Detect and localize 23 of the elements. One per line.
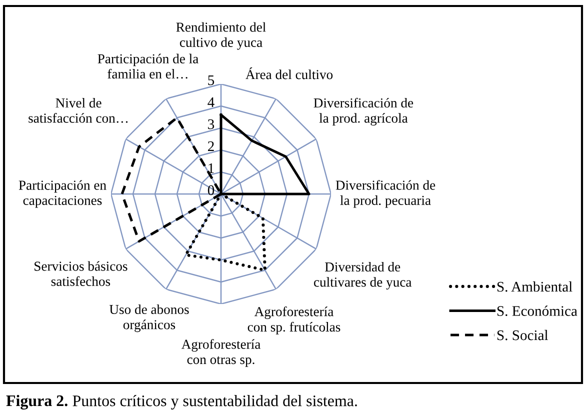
y-tick-label: 2 <box>208 141 214 152</box>
spoke-label: Participación en capacitaciones <box>18 180 106 208</box>
spoke-label: Rendimiento del cultivo de yuca <box>176 22 266 50</box>
spoke-label: Diversidad de cultivares de yuca <box>314 262 412 290</box>
legend-label: S. Económica <box>497 306 578 316</box>
text: Puntos críticos y sustentabilidad del sistema. <box>72 394 357 410</box>
spoke-label: Diversificación de la prod. agrícola <box>314 98 414 126</box>
y-tick-label: 5 <box>208 75 214 86</box>
spoke-label: Servicios básicos satisfechos <box>34 261 128 286</box>
spoke-label: Uso de abonos orgánicos <box>109 304 189 332</box>
y-tick-label: 3 <box>208 119 214 130</box>
legend-label: S. Social <box>497 330 548 340</box>
y-tick-label: 0 <box>208 185 214 196</box>
spoke-label: Agroforestería con otras sp. <box>181 339 260 367</box>
spoke-label: Participación de la familia en el… <box>98 54 198 79</box>
y-tick-label: 1 <box>208 163 214 174</box>
legend-label: S. Ambiental <box>497 281 572 292</box>
text: Figura 2. <box>6 394 68 410</box>
spoke-label: Agroforestería con sp. frutícolas <box>248 306 340 334</box>
spoke-label: Diversificación de la prod. pecuaria <box>336 180 436 208</box>
spoke-label: Nivel de satisfacción con… <box>28 98 128 123</box>
spoke-label: Área del cultivo <box>246 67 333 80</box>
y-tick-label: 4 <box>208 97 214 108</box>
